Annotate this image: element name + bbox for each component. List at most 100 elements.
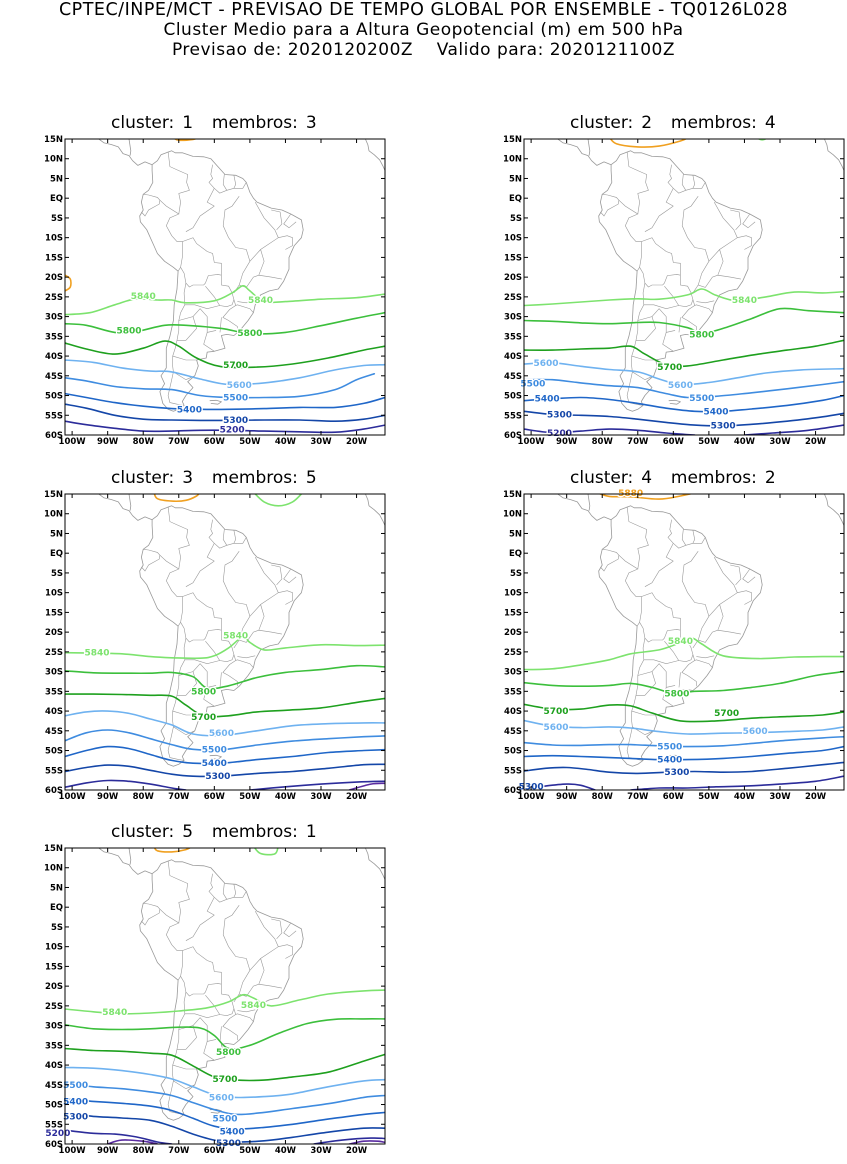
lon-label: 50W (239, 1146, 261, 1156)
lat-label: 5N (509, 529, 522, 539)
country-border (184, 659, 220, 665)
map-panel-cluster-2: cluster: 2 membros: 4 5840 5800 5700 5600 5600… (494, 113, 847, 453)
contour-label-5840: 5840 (131, 292, 156, 302)
lat-label: EQ (50, 903, 63, 913)
lat-label: 10S (45, 943, 63, 953)
country-border (206, 543, 215, 562)
lon-label: 70W (168, 1146, 190, 1156)
contour-label-5400: 5400 (220, 1127, 245, 1137)
contour-label-5840: 5840 (732, 296, 757, 306)
contour-5800 (65, 311, 385, 335)
lon-label: 100W (518, 792, 546, 802)
lon-label: 90W (97, 792, 119, 802)
lat-label: 30S (504, 668, 522, 678)
contour-5880 (173, 139, 198, 142)
country-border (271, 209, 283, 231)
lon-label: 60W (204, 792, 226, 802)
lat-label: 5S (510, 569, 522, 579)
country-border (159, 554, 183, 627)
coastline-africa (365, 494, 385, 526)
country-border (228, 201, 279, 262)
coastline-central-america (98, 494, 153, 521)
country-border (159, 908, 183, 981)
lat-label: 30S (45, 1022, 63, 1032)
coastline-falklands (209, 399, 222, 405)
cluster-label: cluster: (111, 113, 175, 133)
lat-label: 10N (44, 510, 63, 520)
lat-label: 20S (504, 628, 522, 638)
map-frame (64, 493, 386, 791)
contour-5840 (65, 989, 385, 1015)
lat-label: 20S (45, 273, 63, 283)
country-border (651, 308, 667, 333)
country-border (697, 616, 718, 643)
lon-label: 30W (769, 792, 791, 802)
lat-label: 55S (504, 766, 522, 776)
country-border (667, 519, 706, 549)
lat-label: 50S (45, 392, 63, 402)
header-dates: Previsao de: 2020120200Z Valido para: 20… (0, 40, 847, 60)
lat-label: 35S (504, 687, 522, 697)
lon-label: 40W (734, 792, 756, 802)
country-border (222, 551, 240, 593)
contour-5600 (65, 710, 385, 737)
country-border (180, 267, 222, 288)
contour-5400 (524, 394, 844, 413)
contour-label-5840: 5840 (668, 637, 693, 647)
contour-5500 (524, 735, 844, 748)
map-frame (523, 493, 845, 791)
lon-label: 40W (734, 437, 756, 447)
country-border (206, 188, 215, 207)
lat-label: 35S (45, 332, 63, 342)
geopotential-map: 5880 5840 5800 5700 5700 5600 5600 5500 5400 5300… (494, 488, 847, 810)
members-count: 1 (305, 822, 317, 842)
contour-label-5600: 5600 (209, 729, 234, 739)
contour-label-5400: 5400 (202, 759, 227, 769)
country-border (222, 905, 240, 947)
contour-5200 (629, 775, 844, 790)
lon-label: 80W (133, 792, 155, 802)
contour-5800 (65, 1018, 385, 1050)
coastline-falklands (668, 399, 681, 405)
contour-5200 (249, 780, 385, 790)
lat-label: 35S (504, 332, 522, 342)
map-layer (65, 494, 385, 790)
contour-5200 (524, 783, 596, 790)
map-panel-cluster-4: cluster: 4 membros: 2 5880 5840 5800 5700 5700… (494, 468, 847, 808)
lat-label: 10S (45, 589, 63, 599)
coastline-falklands (668, 754, 681, 760)
country-border (180, 622, 222, 643)
country-border (167, 638, 187, 761)
coastline-central-america-north (128, 494, 132, 511)
contour-label-5840: 5840 (223, 631, 248, 641)
country-border (184, 304, 220, 310)
lat-label: 50S (504, 392, 522, 402)
country-border (185, 560, 215, 587)
lat-label: 10N (503, 510, 522, 520)
contour-label-5300: 5300 (664, 768, 689, 778)
lat-label: 5S (51, 569, 63, 579)
members-label: membros: (211, 468, 298, 488)
country-border (222, 1008, 239, 1041)
country-border (618, 554, 642, 627)
lat-label: 5N (509, 174, 522, 184)
contour-5700 (65, 1047, 385, 1082)
contour-label-5800: 5800 (116, 326, 141, 336)
country-border (271, 918, 283, 940)
lat-label: 55S (45, 766, 63, 776)
contour-label-5500: 5500 (520, 379, 545, 389)
lon-label: 50W (698, 792, 720, 802)
lat-label: 40S (45, 352, 63, 362)
contour-5300 (524, 410, 844, 427)
coastline-central-america-north (587, 494, 591, 511)
country-border (742, 568, 756, 584)
geopotential-map: 5840 5800 5700 5600 5600 5500 5500 5400 5400 5300… (494, 135, 847, 455)
contour-5700 (524, 339, 844, 368)
country-border (631, 355, 656, 361)
lat-label: 10N (44, 155, 63, 165)
contour-5400 (65, 745, 385, 765)
members-label: membros: (211, 113, 298, 133)
panel-title: cluster: 5 membros: 1 (107, 822, 507, 842)
lon-label: 40W (275, 1146, 297, 1156)
lon-label: 20W (346, 1146, 368, 1156)
